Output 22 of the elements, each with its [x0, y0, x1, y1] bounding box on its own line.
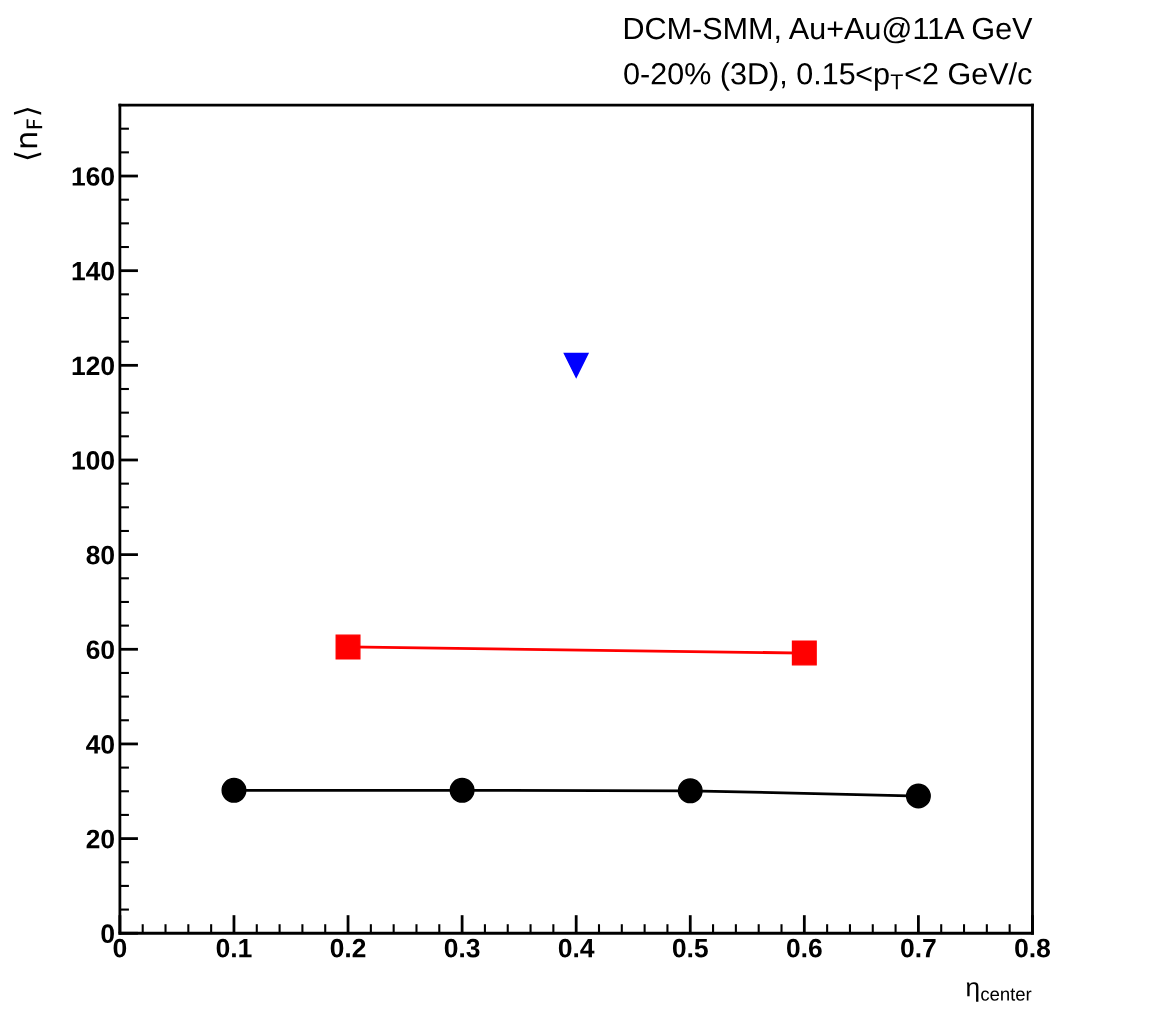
x-tick-label: 0.6 [787, 938, 822, 958]
y-tick-label: 100 [72, 451, 114, 470]
chart-title: DCM-SMM, Au+Au@11A GeV [624, 16, 1033, 44]
y-tick-label: 120 [72, 356, 114, 376]
y-tick-label: 20 [86, 829, 114, 849]
y-tick-label: 40 [86, 735, 114, 754]
x-tick-label: 0.8 [1015, 938, 1050, 958]
x-tick-label: 0.2 [330, 938, 366, 958]
x-tick-label: 0.5 [672, 938, 708, 958]
x-tick-label: 0.4 [558, 938, 595, 958]
y-tick-label: 160 [72, 167, 114, 186]
y-tick-label: 60 [86, 640, 114, 660]
x-tick-label: 0 [113, 938, 127, 958]
chart-subtitle: 0-20% (3D), 0.15<p$_{T}$<2 GeV/c [624, 62, 1032, 91]
x-axis-title: η$_{center}$ [966, 982, 1032, 1002]
x-tick-label: 0.3 [444, 938, 480, 958]
x-tick-label: 0.1 [216, 938, 252, 958]
y-tick-label: 80 [86, 545, 114, 565]
y-tick-label: 140 [72, 261, 114, 281]
y-tick-label: 0 [101, 924, 114, 944]
x-tick-label: 0.7 [901, 938, 936, 958]
y-axis-title: ⟨n$_{F}$⟩ [13, 107, 43, 160]
